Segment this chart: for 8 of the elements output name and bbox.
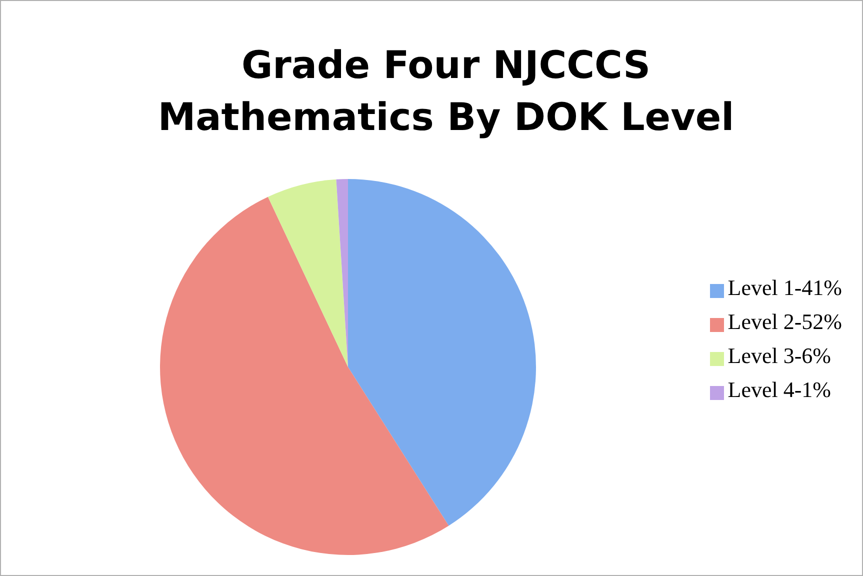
pie-slice — [160, 196, 449, 555]
pie-slice — [348, 179, 536, 526]
pie-slice — [268, 179, 348, 367]
legend-label: Level 4-1% — [728, 377, 831, 402]
legend-label: Level 3-6% — [728, 343, 831, 368]
legend-label: Level 2-52% — [728, 309, 842, 334]
legend-label: Level 1-41% — [728, 275, 842, 300]
chart-title: Grade Four NJCCCS Mathematics By DOK Level — [156, 42, 736, 141]
